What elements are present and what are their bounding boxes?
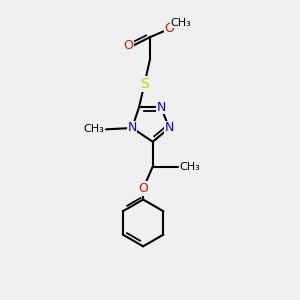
- Text: S: S: [140, 77, 149, 91]
- Text: N: N: [165, 122, 174, 134]
- Text: CH₃: CH₃: [179, 161, 200, 172]
- Text: O: O: [138, 182, 148, 195]
- Text: CH₃: CH₃: [171, 17, 191, 28]
- Text: N: N: [156, 101, 166, 114]
- Text: CH₃: CH₃: [84, 124, 105, 134]
- Text: O: O: [124, 39, 134, 52]
- Text: O: O: [164, 22, 174, 35]
- Text: N: N: [128, 122, 137, 134]
